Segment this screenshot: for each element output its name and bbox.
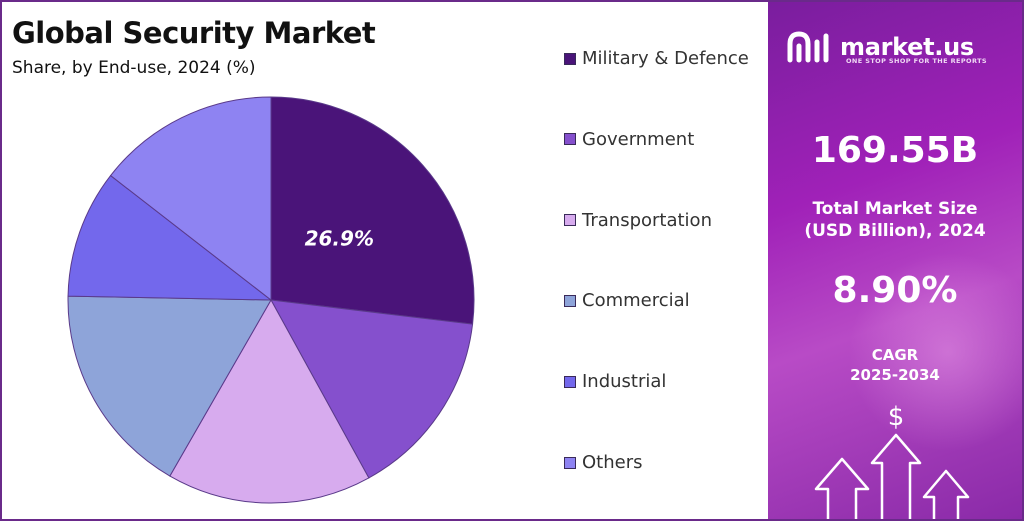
cagr-value: 8.90%: [832, 270, 958, 311]
chart-title: Global Security Market: [12, 16, 376, 50]
market-size-value: 169.55B: [811, 130, 979, 171]
legend-label: Industrial: [582, 371, 667, 393]
growth-arrows-icon: $: [814, 402, 970, 519]
legend-item: Others: [564, 452, 643, 473]
pie-slice-industrial: [67, 174, 273, 301]
market-us-logo-icon: [787, 31, 829, 63]
brand-name: market.us: [840, 33, 974, 61]
data-label-0: 26.9%: [305, 226, 374, 250]
legend-label: Transportation: [582, 209, 712, 231]
brand-tagline: ONE STOP SHOP FOR THE REPORTS: [846, 57, 987, 65]
legend-swatch: [564, 214, 576, 227]
legend-swatch: [564, 456, 576, 469]
dollar-icon: $: [888, 402, 905, 432]
market-size-label-line1: Total Market Size: [812, 199, 978, 219]
legend-item: Transportation: [564, 210, 712, 231]
pie-slice-commercial: [67, 295, 272, 477]
legend-item: Government: [564, 129, 694, 150]
pie-slice-others: [109, 96, 272, 302]
pie-slice-military-defence: [270, 96, 475, 325]
pie-chart: 26.9%: [67, 96, 475, 504]
pie-slice-government: [270, 299, 474, 479]
legend-swatch: [564, 294, 576, 307]
legend-item: Commercial: [564, 290, 690, 311]
chart-subtitle: Share, by End-use, 2024 (%): [12, 58, 256, 78]
legend-label: Others: [582, 452, 643, 473]
cagr-period: 2025-2034: [850, 366, 940, 384]
cagr-label: CAGR: [871, 346, 919, 364]
legend-label: Government: [582, 128, 695, 150]
legend-label: Military & Defence: [582, 48, 749, 69]
market-size-label-line2: (USD Billion), 2024: [804, 221, 986, 241]
legend-label: Commercial: [582, 290, 690, 312]
legend-swatch: [564, 375, 576, 388]
stats-panel: market.us ONE STOP SHOP FOR THE REPORTS …: [768, 2, 1022, 519]
legend-swatch: [564, 133, 576, 146]
legend-swatch: [564, 52, 576, 65]
chart-panel: Global Security Market Share, by End-use…: [2, 2, 766, 519]
legend-item: Military & Defence: [564, 48, 749, 69]
pie-slice-transportation: [169, 298, 370, 504]
brand-logo: market.us: [786, 30, 974, 64]
panel-glow: [848, 252, 1022, 452]
legend-item: Industrial: [564, 371, 666, 392]
